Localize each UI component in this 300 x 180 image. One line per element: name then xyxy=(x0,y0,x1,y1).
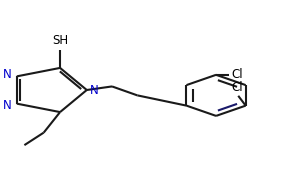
Text: N: N xyxy=(3,68,11,81)
Text: N: N xyxy=(3,99,11,112)
Text: Cl: Cl xyxy=(231,68,243,81)
Text: SH: SH xyxy=(52,34,68,47)
Text: Cl: Cl xyxy=(231,81,243,94)
Text: N: N xyxy=(90,84,98,96)
